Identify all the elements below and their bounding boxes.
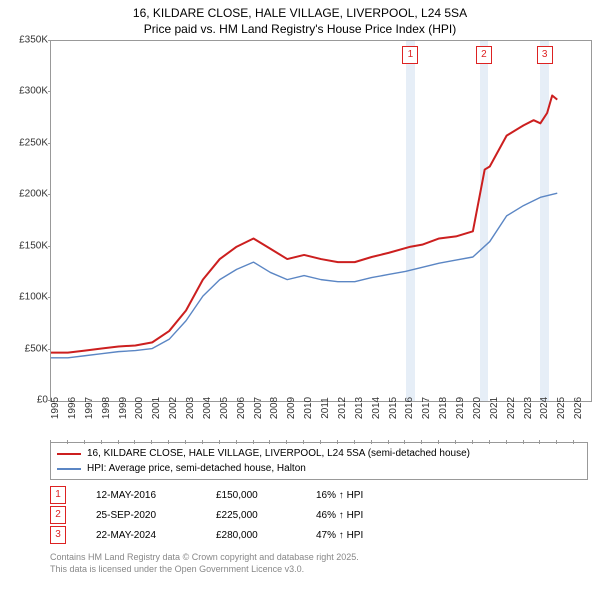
x-tick-label: 2026 (573, 397, 600, 419)
event-pct: 16% ↑ HPI (316, 490, 396, 501)
event-price: £225,000 (216, 510, 286, 521)
event-price: £150,000 (216, 490, 286, 501)
chart-container: 16, KILDARE CLOSE, HALE VILLAGE, LIVERPO… (0, 0, 600, 590)
y-tick-label: £200K (0, 189, 48, 200)
event-tag: 1 (50, 486, 66, 504)
y-tick-label: £300K (0, 86, 48, 97)
event-table: 1 12-MAY-2016 £150,000 16% ↑ HPI 2 25-SE… (50, 485, 396, 545)
attribution-line-2: This data is licensed under the Open Gov… (50, 564, 304, 574)
event-row: 1 12-MAY-2016 £150,000 16% ↑ HPI (50, 485, 396, 505)
event-price: £280,000 (216, 530, 286, 541)
y-tick-label: £250K (0, 137, 48, 148)
chart-area: £0£50K£100K£150K£200K£250K£300K£350K 123… (0, 40, 600, 440)
event-date: 25-SEP-2020 (96, 510, 186, 521)
legend: 16, KILDARE CLOSE, HALE VILLAGE, LIVERPO… (50, 442, 588, 480)
y-tick-label: £100K (0, 292, 48, 303)
legend-label-1: 16, KILDARE CLOSE, HALE VILLAGE, LIVERPO… (87, 446, 470, 461)
chart-title: 16, KILDARE CLOSE, HALE VILLAGE, LIVERPO… (0, 0, 600, 37)
attribution: Contains HM Land Registry data © Crown c… (50, 552, 359, 575)
marker-tag: 2 (476, 46, 492, 64)
event-pct: 47% ↑ HPI (316, 530, 396, 541)
event-row: 3 22-MAY-2024 £280,000 47% ↑ HPI (50, 525, 396, 545)
marker-tag: 3 (537, 46, 553, 64)
legend-label-2: HPI: Average price, semi-detached house,… (87, 461, 306, 476)
event-date: 22-MAY-2024 (96, 530, 186, 541)
series-lines (51, 41, 591, 401)
marker-tag: 1 (402, 46, 418, 64)
legend-swatch-1 (57, 453, 81, 455)
series-line-price_paid (51, 96, 557, 353)
title-line-1: 16, KILDARE CLOSE, HALE VILLAGE, LIVERPO… (133, 6, 467, 20)
event-tag: 2 (50, 506, 66, 524)
x-axis: 1995199619971998199920002001200220032004… (50, 400, 590, 440)
legend-row-series-2: HPI: Average price, semi-detached house,… (57, 461, 581, 476)
event-tag: 3 (50, 526, 66, 544)
event-row: 2 25-SEP-2020 £225,000 46% ↑ HPI (50, 505, 396, 525)
title-line-2: Price paid vs. HM Land Registry's House … (144, 22, 456, 36)
series-line-hpi (51, 193, 557, 358)
y-tick-label: £150K (0, 240, 48, 251)
plot-area: 1 2 3 (50, 40, 592, 402)
y-tick-label: £50K (0, 343, 48, 354)
attribution-line-1: Contains HM Land Registry data © Crown c… (50, 552, 359, 562)
event-pct: 46% ↑ HPI (316, 510, 396, 521)
y-tick-label: £350K (0, 35, 48, 46)
legend-swatch-2 (57, 468, 81, 470)
legend-row-series-1: 16, KILDARE CLOSE, HALE VILLAGE, LIVERPO… (57, 446, 581, 461)
event-date: 12-MAY-2016 (96, 490, 186, 501)
y-tick-label: £0 (0, 395, 48, 406)
